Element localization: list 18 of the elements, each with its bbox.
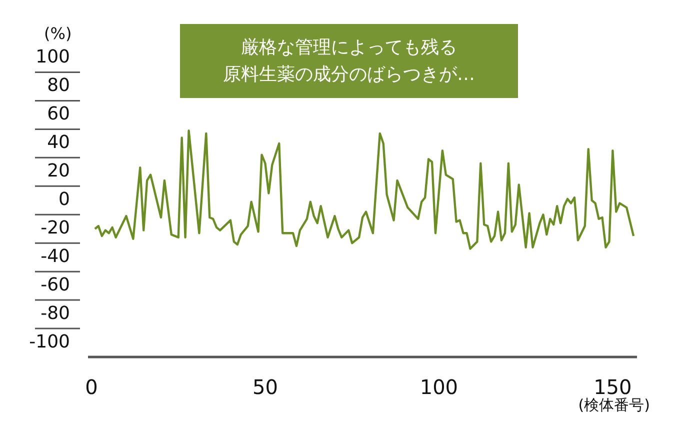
y-tick-label: 80 — [47, 75, 70, 96]
y-tick-label: 60 — [47, 104, 70, 125]
x-tick-label: 50 — [252, 375, 278, 400]
y-tick-label: -60 — [40, 274, 70, 296]
y-tick-label: 100 — [36, 46, 70, 68]
y-tick-label: -80 — [40, 302, 70, 324]
x-tick-label: 0 — [85, 375, 98, 400]
x-axis-title: (検体番号) — [578, 396, 650, 415]
x-tick-label: 100 — [420, 375, 458, 400]
y-tick-label: -40 — [40, 246, 70, 268]
y-tick-label: 0 — [58, 189, 70, 210]
y-tick-label: -20 — [40, 218, 70, 239]
y-axis-title: (%) — [44, 24, 72, 43]
y-tick-label: -100 — [29, 331, 70, 352]
chart-title: 厳格な管理によっても残る — [241, 36, 457, 60]
chart-subtitle: 原料生薬の成分のばらつきが… — [223, 63, 475, 87]
y-tick-label: 40 — [47, 132, 70, 154]
y-tick-label: 20 — [47, 160, 70, 182]
